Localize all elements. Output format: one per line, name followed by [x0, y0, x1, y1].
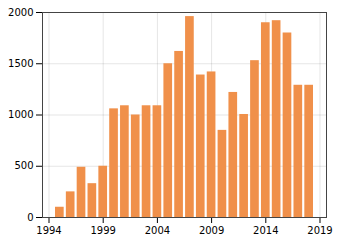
svg-text:1000: 1000: [8, 109, 33, 120]
svg-text:2004: 2004: [145, 225, 170, 236]
svg-text:1500: 1500: [8, 58, 33, 69]
svg-text:500: 500: [14, 160, 33, 171]
svg-text:1999: 1999: [90, 225, 115, 236]
svg-text:2019: 2019: [307, 225, 332, 236]
svg-text:0: 0: [27, 212, 33, 223]
svg-text:2009: 2009: [199, 225, 224, 236]
svg-text:2014: 2014: [253, 225, 278, 236]
svg-text:2000: 2000: [8, 7, 33, 18]
svg-text:1994: 1994: [36, 225, 61, 236]
